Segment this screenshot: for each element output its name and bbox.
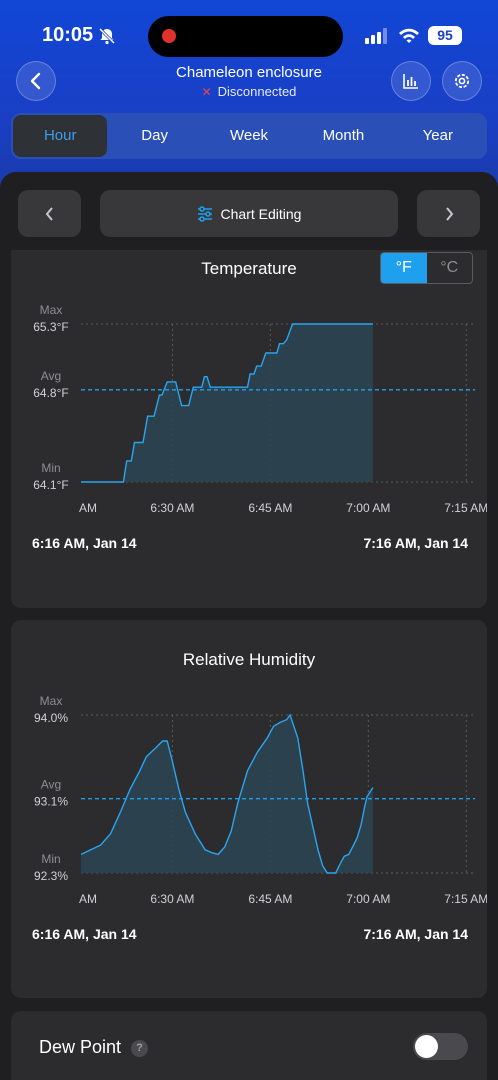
ref-line-value: 92.3%: [34, 869, 68, 883]
x-tick-label: 7:15 AM: [444, 501, 487, 515]
temperature-chart: Max 65.3°F Avg 64.8°F Min 64.1°F AM 6:30 AM 6:45…: [33, 303, 487, 515]
ref-line-value: 64.1°F: [33, 478, 68, 492]
humidity-card: Relative Humidity Max 94.0% Avg 93.1% Min 92.…: [11, 620, 487, 998]
recording-indicator: [162, 29, 176, 43]
chevron-left-icon: [30, 72, 41, 90]
x-tick-label: 6:30 AM: [150, 501, 194, 515]
x-tick-label: 6:30 AM: [150, 892, 194, 906]
chevron-left-icon: [45, 206, 53, 221]
back-button[interactable]: [16, 61, 56, 101]
ref-line-label: Avg: [41, 369, 61, 383]
help-icon[interactable]: ?: [131, 1040, 148, 1057]
wifi-icon: [399, 28, 419, 43]
settings-button[interactable]: [442, 61, 482, 101]
temperature-title: Temperature: [201, 259, 297, 278]
temperature-range-start: 6:16 AM, Jan 14: [32, 535, 137, 551]
chevron-right-icon: [445, 206, 453, 221]
x-tick-label: 6:45 AM: [248, 501, 292, 515]
x-tick-label: AM: [79, 501, 97, 515]
temperature-range-end: 7:16 AM, Jan 14: [363, 535, 468, 551]
tab-hour[interactable]: Hour: [13, 115, 108, 157]
battery-indicator: 95: [428, 26, 462, 45]
time-range-tabs: Hour Day Week Month Year: [11, 113, 487, 159]
ref-line-value: 93.1%: [34, 795, 68, 809]
ref-line-value: 94.0%: [34, 711, 68, 725]
ref-line-label: Max: [40, 694, 63, 708]
x-tick-label: 7:00 AM: [346, 892, 390, 906]
tab-week[interactable]: Week: [229, 127, 269, 144]
bar-chart-icon: [403, 74, 418, 89]
series-line: [81, 323, 373, 483]
chart-editing-button[interactable]: Chart Editing: [100, 190, 398, 237]
status-time: 10:05: [42, 24, 94, 46]
ref-line-label: Min: [41, 852, 60, 866]
disconnected-icon: ✕: [201, 85, 212, 99]
dew-point-card: Dew Point ?: [11, 1011, 487, 1080]
toggle-knob: [415, 1035, 438, 1058]
temperature-card: Temperature °F °C Max 65.3°F Avg 64.8°F Min 6…: [11, 250, 487, 608]
connection-status: ✕ Disconnected: [0, 84, 498, 99]
sliders-icon: [197, 205, 212, 222]
device-title: Chameleon enclosure: [176, 64, 322, 81]
x-tick-label: 6:45 AM: [248, 892, 292, 906]
tab-year[interactable]: Year: [422, 127, 453, 144]
dynamic-island: [148, 16, 343, 57]
previous-period-button[interactable]: [18, 190, 81, 237]
ref-line-label: Max: [40, 303, 63, 317]
ref-line-label: Min: [41, 461, 60, 475]
unit-fahrenheit-button[interactable]: °F: [381, 253, 427, 283]
dew-point-label: Dew Point: [39, 1037, 122, 1057]
bell-muted-icon: [98, 27, 116, 45]
chart-view-button[interactable]: [391, 61, 431, 101]
tab-month[interactable]: Month: [322, 127, 365, 144]
series-line: [81, 713, 374, 874]
x-tick-label: 7:00 AM: [346, 501, 390, 515]
dew-point-toggle[interactable]: [413, 1033, 468, 1060]
ref-line-value: 64.8°F: [33, 386, 68, 400]
chart-editing-label: Chart Editing: [220, 205, 302, 222]
ref-line-label: Avg: [41, 778, 61, 792]
x-tick-label: AM: [79, 892, 97, 906]
gear-icon: [454, 73, 470, 89]
humidity-title: Relative Humidity: [182, 650, 316, 669]
tab-day[interactable]: Day: [141, 127, 168, 144]
series-area: [81, 324, 373, 482]
cellular-signal-icon: [365, 28, 387, 44]
unit-celsius-button[interactable]: °C: [440, 259, 459, 276]
unit-toggle: °F °C: [380, 252, 473, 284]
ref-line-value: 65.3°F: [33, 320, 68, 334]
humidity-range-start: 6:16 AM, Jan 14: [32, 926, 137, 942]
connection-status-label: Disconnected: [217, 84, 297, 99]
humidity-range-end: 7:16 AM, Jan 14: [363, 926, 468, 942]
next-period-button[interactable]: [417, 190, 480, 237]
humidity-chart: Max 94.0% Avg 93.1% Min 92.3% AM 6:30 AM 6:45 AM…: [34, 694, 487, 906]
series-area: [81, 715, 373, 873]
x-tick-label: 7:15 AM: [444, 892, 487, 906]
